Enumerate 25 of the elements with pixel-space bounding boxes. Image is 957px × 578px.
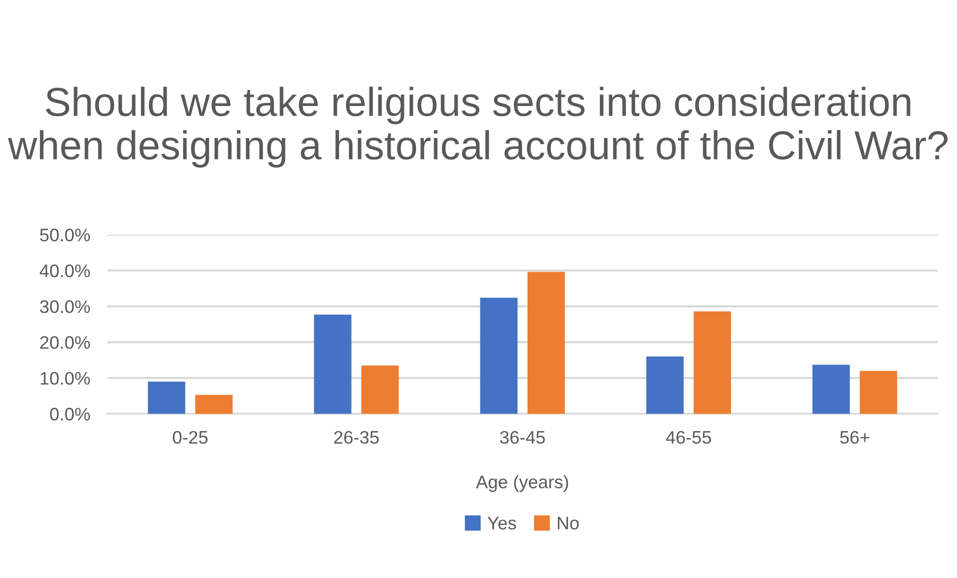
x-tick-label: 26-35 bbox=[334, 430, 379, 444]
legend-label: No bbox=[558, 516, 579, 530]
bar bbox=[860, 370, 898, 414]
bar bbox=[646, 356, 684, 414]
bar bbox=[480, 298, 518, 414]
x-tick-label: 56+ bbox=[840, 430, 870, 444]
legend-label: Yes bbox=[488, 516, 516, 530]
chart-title: Should we take religious sects into consideration when designing a historical account of the Civil War? bbox=[8, 86, 948, 168]
y-tick-label: 10.0% bbox=[40, 372, 90, 385]
bar bbox=[148, 382, 186, 414]
bar bbox=[694, 311, 732, 414]
bar bbox=[812, 364, 850, 414]
bar bbox=[195, 394, 233, 414]
y-tick-label: 40.0% bbox=[40, 264, 90, 278]
x-tick-label: 36-45 bbox=[500, 430, 545, 444]
y-tick-label: 50.0% bbox=[40, 228, 90, 242]
x-tick-label: 46-55 bbox=[666, 430, 711, 444]
x-tick-label: 0-25 bbox=[172, 430, 208, 444]
bar bbox=[361, 365, 399, 414]
y-tick-label: 30.0% bbox=[40, 300, 90, 314]
bar bbox=[528, 272, 565, 414]
bar bbox=[314, 314, 352, 414]
x-axis-title: Age (years) bbox=[476, 475, 568, 492]
y-tick-label: 0.0% bbox=[50, 408, 90, 421]
y-tick-label: 20.0% bbox=[40, 336, 90, 349]
